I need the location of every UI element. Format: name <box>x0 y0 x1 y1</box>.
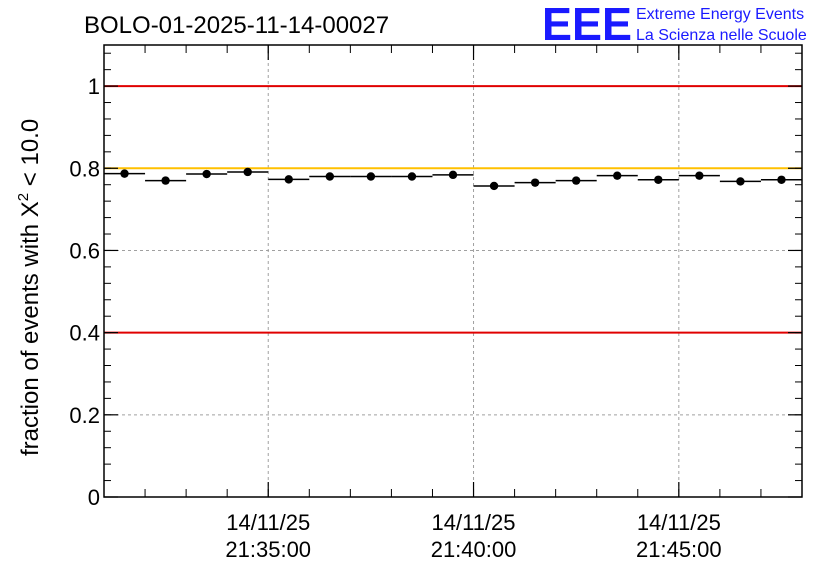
x-tick-label-time: 21:45:00 <box>636 537 722 562</box>
eee-logo: EEE Extreme Energy Events La Scienza nel… <box>542 0 807 50</box>
data-point <box>777 175 786 184</box>
data-point <box>571 176 581 185</box>
y-axis-label-superscript: 2 <box>15 193 32 201</box>
data-point <box>120 169 129 178</box>
logo-line-2: La Scienza nelle Scuole <box>636 27 807 44</box>
y-axis-label-suffix: < 10.0 <box>17 119 44 193</box>
data-point <box>448 170 458 180</box>
data-point <box>407 172 417 181</box>
data-point <box>530 178 540 187</box>
data-point <box>736 177 745 186</box>
x-tick-label-date: 14/11/25 <box>432 510 516 535</box>
data-point <box>202 169 211 179</box>
plot-frame <box>103 44 803 498</box>
data-point <box>325 172 335 181</box>
y-axis-label-prefix: fraction of events with <box>17 217 44 456</box>
x-tick-label-date: 14/11/25 <box>226 510 310 535</box>
reference-lines <box>104 85 802 334</box>
y-axis-label: fraction of events with Χ2 < 10.0 <box>15 119 44 456</box>
y-tick-label: 0.4 <box>69 321 100 346</box>
y-tick-label: 0.6 <box>69 238 100 263</box>
axis-ticks: 00.20.40.60.8114/11/2521:35:0014/11/2521… <box>69 45 803 562</box>
y-tick-label: 0 <box>88 485 100 510</box>
data-point <box>489 181 499 191</box>
x-tick-label-time: 21:35:00 <box>225 537 311 562</box>
y-tick-label: 0.8 <box>69 156 100 181</box>
x-tick-label-date: 14/11/25 <box>637 510 721 535</box>
data-point <box>654 175 663 184</box>
y-tick-label: 1 <box>88 74 100 99</box>
chart-title: BOLO-01-2025-11-14-00027 <box>84 12 389 39</box>
x-tick-label-time: 21:40:00 <box>431 537 517 562</box>
data-point <box>366 172 376 181</box>
y-tick-label: 0.2 <box>69 403 100 428</box>
data-point <box>243 167 252 177</box>
data-point <box>284 175 293 184</box>
logo-line-1: Extreme Energy Events <box>636 6 804 23</box>
grid <box>104 45 802 497</box>
data-point <box>695 171 704 180</box>
logo-mark: EEE <box>542 0 632 50</box>
data-point <box>161 176 170 185</box>
y-axis-label-chi: Χ <box>17 201 44 217</box>
data-point <box>613 171 622 180</box>
data-series <box>104 167 802 191</box>
